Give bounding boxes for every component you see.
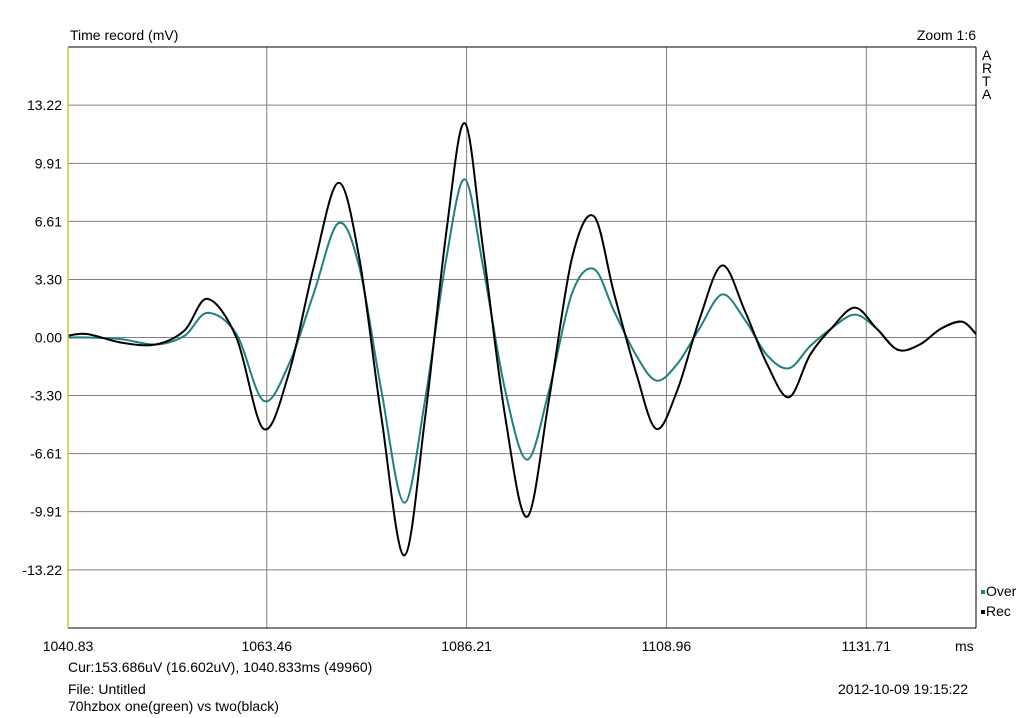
- zoom-level: Zoom 1:6: [916, 27, 976, 43]
- x-axis-unit: ms: [955, 638, 974, 654]
- legend-swatch-over: [981, 590, 985, 595]
- legend-swatch-rec: [981, 610, 985, 615]
- y-tick-label: -3.30: [30, 387, 62, 403]
- y-tick-label: -9.91: [30, 504, 62, 520]
- cursor-readout: Cur:153.686uV (16.602uV), 1040.833ms (49…: [68, 659, 373, 675]
- y-tick-label: -6.61: [30, 446, 62, 462]
- x-tick-label: 1086.21: [441, 638, 492, 654]
- y-tick-label: 3.30: [35, 272, 62, 288]
- legend-label-over: Over: [986, 583, 1017, 599]
- x-tick-label: 1131.71: [841, 638, 891, 654]
- y-tick-label: 6.61: [35, 213, 62, 229]
- y-tick-label: 9.91: [35, 155, 62, 171]
- measurement-description: 70hzbox one(green) vs two(black): [68, 698, 279, 714]
- y-axis-ticks: 13.22 9.91 6.61 3.30 0.00 -3.30 -6.61 -9.91 -13.…: [22, 97, 62, 578]
- file-name: File: Untitled: [68, 681, 146, 697]
- brand-letter: A: [982, 86, 992, 102]
- legend-entry-over[interactable]: Over: [981, 583, 1016, 599]
- series-lines: [67, 122, 977, 557]
- x-tick-label: 1108.96: [642, 638, 692, 654]
- brand-letter: R: [982, 60, 993, 76]
- chart-title: Time record (mV): [70, 27, 179, 43]
- y-tick-label: -13.22: [22, 562, 62, 578]
- timestamp: 2012-10-09 19:15:22: [838, 681, 968, 697]
- x-tick-label: 1063.46: [241, 638, 292, 654]
- series-line-rec: [67, 122, 977, 557]
- legend-entry-rec[interactable]: Rec: [981, 603, 1011, 619]
- x-axis-ticks: 1040.83 1063.46 1086.21 1108.96 1131.71: [43, 638, 892, 654]
- y-tick-label: 0.00: [35, 330, 62, 346]
- x-tick-label: 1040.83: [43, 638, 94, 654]
- brand-letter: T: [982, 73, 991, 89]
- brand-letter: A: [982, 47, 992, 63]
- legend-label-rec: Rec: [986, 603, 1011, 619]
- grid: [68, 47, 976, 628]
- y-tick-label: 13.22: [27, 97, 62, 113]
